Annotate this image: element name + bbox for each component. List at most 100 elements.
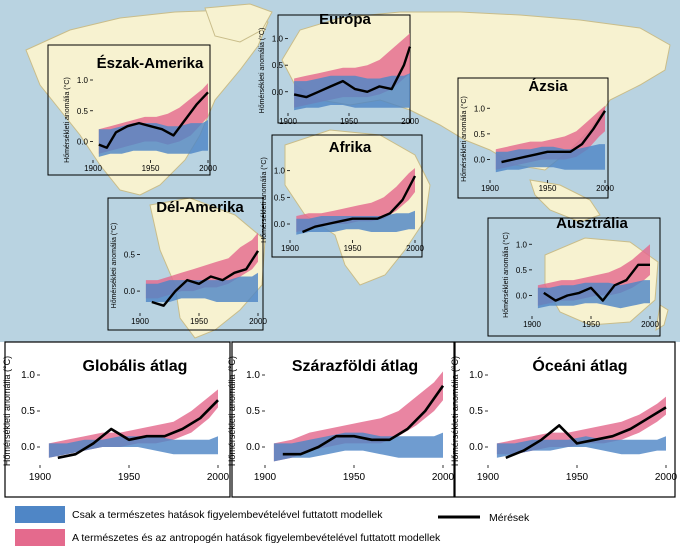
y-tick-label: 0.0 <box>77 138 89 147</box>
panel-del-amerika: 1900 1950 2000 0.0 0.5 Hőmérsékleti anomália … <box>107 197 267 331</box>
x-tick-label: 2000 <box>249 317 267 326</box>
line-observed-del-amerika <box>151 250 260 307</box>
x-tick-label: 2000 <box>655 472 678 483</box>
x-tick-label: 1950 <box>343 472 366 483</box>
line-observed-szarazfoldi <box>282 385 445 456</box>
y-tick-label: 0.0 <box>516 292 528 301</box>
x-tick-label: 1900 <box>279 117 297 126</box>
y-axis-label: Hőmérsékleti anomália (°C) <box>260 157 268 243</box>
y-tick-label: 0.0 <box>21 442 35 453</box>
band-natural-afrika <box>296 210 415 235</box>
band-natural-eszak-amerika <box>98 120 208 157</box>
y-tick-label: 0.5 <box>274 193 286 202</box>
panel-ausztralia: 1900 1950 2000 0.0 0.5 1.0 Hőmérsékleti anomál… <box>487 215 661 337</box>
y-axis-label: Hőmérsékleti anomália (°C) <box>460 96 468 182</box>
panel-title: Globális átlag <box>83 358 188 375</box>
x-tick-label: 1950 <box>190 317 208 326</box>
x-tick-label: 2000 <box>401 117 419 126</box>
x-tick-label: 1900 <box>29 472 52 483</box>
line-observed-azsia <box>501 110 607 164</box>
x-tick-label: 1950 <box>539 184 557 193</box>
y-axis-label: Hőmérsékleti anomália (°C) <box>227 356 237 466</box>
x-tick-label: 2000 <box>596 184 614 193</box>
x-tick-label: 1900 <box>477 472 500 483</box>
panel-title: Szárazföldi átlag <box>292 358 418 375</box>
y-tick-label: 1.0 <box>474 104 486 113</box>
line-observed-oceani <box>505 406 667 460</box>
y-axis-label: Hőmérsékleti anomália (°C) <box>110 223 118 309</box>
x-tick-label: 1900 <box>281 244 299 253</box>
y-tick-label: 1.0 <box>516 240 528 249</box>
x-tick-label: 1950 <box>340 117 358 126</box>
panel-frame <box>487 217 661 337</box>
y-tick-label: 0.5 <box>246 406 260 417</box>
panel-title: Ázsia <box>528 78 568 95</box>
panel-frame <box>457 77 609 199</box>
x-tick-label: 2000 <box>641 320 659 329</box>
band-natural-globalis <box>48 436 219 458</box>
legend-label-anthro: A természetes és az antropogén hatások f… <box>72 532 441 544</box>
band-natural-azsia <box>495 144 605 173</box>
x-tick-label: 2000 <box>432 472 455 483</box>
panel-title: Ausztrália <box>556 215 628 232</box>
y-tick-label: 0.0 <box>246 442 260 453</box>
panel-oceani: 1900 1950 2000 0.0 0.5 1.0 Hőmérsékleti anomál… <box>450 341 678 498</box>
y-axis-label: Hőmérsékleti anomália (°C) <box>2 356 12 466</box>
line-observed-afrika <box>302 175 417 234</box>
panel-szarazfoldi: 1900 1950 2000 0.0 0.5 1.0 Hőmérsékleti anomál… <box>227 341 455 498</box>
y-axis-label: Hőmérsékleti anomália (°C) <box>450 356 460 466</box>
y-tick-label: 1.0 <box>274 167 286 176</box>
panel-azsia: 1900 1950 2000 0.0 0.5 1.0 Hőmérsékleti anomál… <box>457 77 614 199</box>
x-tick-label: 1950 <box>582 320 600 329</box>
landmass-new-zealand <box>655 304 669 332</box>
x-tick-label: 2000 <box>406 244 424 253</box>
band-natural-europa <box>294 73 410 111</box>
y-tick-label: 0.0 <box>274 220 286 229</box>
y-tick-label: 1.0 <box>77 76 89 85</box>
legend: Csak a természetes hatások figyelembevét… <box>15 506 530 546</box>
panel-title: Észak-Amerika <box>97 55 204 72</box>
y-tick-label: 0.5 <box>272 61 284 70</box>
legend-swatch-anthro <box>15 529 65 546</box>
legend-label-natural: Csak a természetes hatások figyelembevét… <box>72 509 383 521</box>
y-tick-label: 1.0 <box>21 370 35 381</box>
y-tick-label: 0.0 <box>124 287 136 296</box>
band-natural-szarazfoldi <box>273 432 443 462</box>
y-tick-label: 1.0 <box>469 370 483 381</box>
y-tick-label: 0.0 <box>474 156 486 165</box>
panel-frame <box>107 197 264 331</box>
panel-frame <box>47 44 211 176</box>
y-tick-label: 0.5 <box>469 406 483 417</box>
x-tick-label: 1900 <box>131 317 149 326</box>
legend-swatch-natural <box>15 506 65 523</box>
x-tick-label: 1900 <box>523 320 541 329</box>
legend-label-observed: Mérések <box>489 512 530 524</box>
y-tick-label: 0.0 <box>469 442 483 453</box>
panel-title: Dél-Amerika <box>156 199 244 216</box>
y-axis-label: Hőmérsékleti anomália (°C) <box>258 28 266 114</box>
y-tick-label: 0.5 <box>516 266 528 275</box>
x-tick-label: 1950 <box>118 472 141 483</box>
panel-afrika: 1900 1950 2000 0.0 0.5 1.0 Hőmérsékleti anomál… <box>260 134 424 258</box>
panel-title: Európa <box>319 11 371 28</box>
panel-title: Óceáni átlag <box>532 356 627 375</box>
y-tick-label: 0.5 <box>21 406 35 417</box>
band-natural-ausztralia <box>537 280 650 309</box>
panel-europa: 1900 1950 2000 0.0 0.5 1.0 Hőmérsékleti anomál… <box>258 11 419 126</box>
y-tick-label: 1.0 <box>246 370 260 381</box>
line-observed-ausztralia <box>543 263 650 302</box>
line-observed-europa <box>293 46 412 99</box>
y-tick-label: 1.0 <box>272 35 284 44</box>
y-tick-label: 0.5 <box>474 130 486 139</box>
x-tick-label: 2000 <box>207 472 230 483</box>
x-tick-label: 1950 <box>566 472 589 483</box>
x-tick-label: 1950 <box>344 244 362 253</box>
x-tick-label: 1950 <box>142 164 160 173</box>
x-tick-label: 1900 <box>254 472 277 483</box>
line-observed-globalis <box>57 399 219 460</box>
panel-title: Afrika <box>329 139 372 156</box>
y-tick-label: 0.5 <box>77 107 89 116</box>
x-tick-label: 1900 <box>84 164 102 173</box>
x-tick-label: 1900 <box>481 184 499 193</box>
